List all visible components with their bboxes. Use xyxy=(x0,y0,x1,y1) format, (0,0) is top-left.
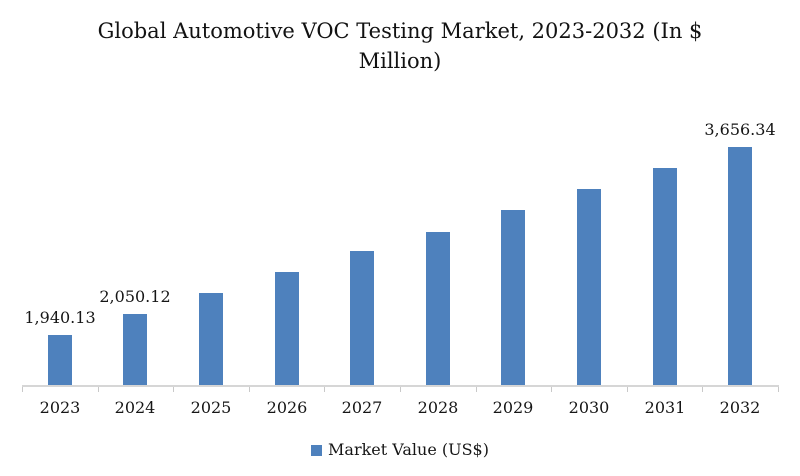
legend-label: Market Value (US$) xyxy=(328,440,489,459)
axis-tick-mark xyxy=(778,386,779,392)
x-axis-label-2031: 2031 xyxy=(644,398,686,417)
axis-tick-mark xyxy=(627,386,628,392)
x-axis-label-2024: 2024 xyxy=(114,398,156,417)
bar-2024 xyxy=(123,314,147,386)
axis-tick-mark xyxy=(249,386,250,392)
chart-title-line2: Million) xyxy=(358,49,442,73)
bar-2029 xyxy=(501,210,525,386)
x-axis-label-2023: 2023 xyxy=(39,398,81,417)
axis-tick-mark xyxy=(324,386,325,392)
x-axis-label-2026: 2026 xyxy=(266,398,308,417)
data-label-2024: 2,050.12 xyxy=(99,287,171,306)
axis-tick-mark xyxy=(476,386,477,392)
axis-tick-mark xyxy=(173,386,174,392)
data-label-2032: 3,656.34 xyxy=(704,120,776,139)
bar-2031 xyxy=(653,168,677,386)
bar-2027 xyxy=(350,251,374,386)
legend: Market Value (US$) xyxy=(0,440,800,459)
x-axis-label-2032: 2032 xyxy=(719,398,761,417)
chart-title: Global Automotive VOC Testing Market, 20… xyxy=(0,16,800,76)
x-axis-label-2030: 2030 xyxy=(568,398,610,417)
x-axis-label-2025: 2025 xyxy=(190,398,232,417)
legend-swatch-icon xyxy=(311,445,323,456)
bar-2030 xyxy=(577,189,601,386)
axis-tick-mark xyxy=(702,386,703,392)
bar-2026 xyxy=(275,272,299,386)
axis-tick-mark xyxy=(98,386,99,392)
x-axis-label-2027: 2027 xyxy=(341,398,383,417)
bar-2025 xyxy=(199,293,223,386)
bar-2032 xyxy=(728,147,752,386)
x-axis-line xyxy=(22,385,779,387)
axis-tick-mark xyxy=(22,386,23,392)
chart-title-line1: Global Automotive VOC Testing Market, 20… xyxy=(97,19,703,43)
x-axis-label-2028: 2028 xyxy=(417,398,459,417)
axis-tick-mark xyxy=(400,386,401,392)
axis-tick-mark xyxy=(551,386,552,392)
bar-2028 xyxy=(426,232,450,386)
bar-2023 xyxy=(48,335,72,386)
x-axis-label-2029: 2029 xyxy=(492,398,534,417)
data-label-2023: 1,940.13 xyxy=(24,308,96,327)
